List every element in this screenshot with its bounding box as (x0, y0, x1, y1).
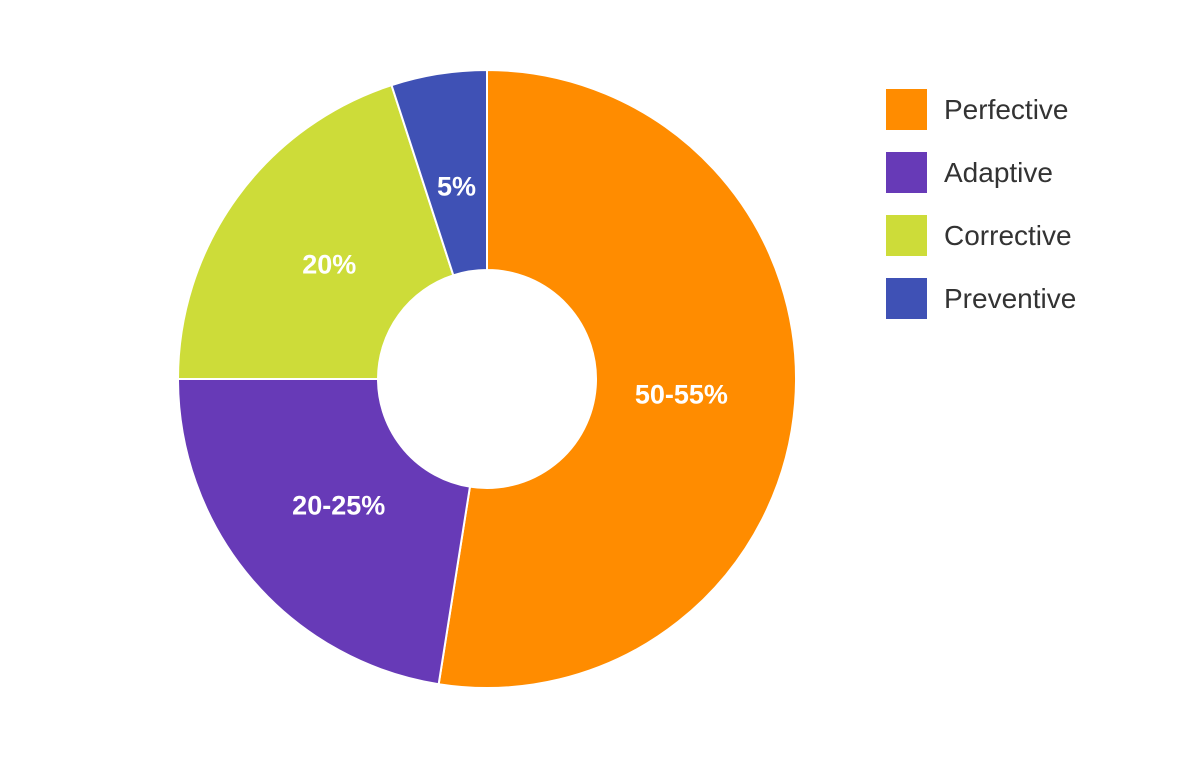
legend-item-perfective: Perfective (886, 89, 1076, 130)
slice-label-adaptive: 20-25% (292, 491, 385, 521)
legend-label-corrective: Corrective (944, 219, 1072, 251)
slice-label-corrective: 20% (302, 249, 356, 279)
legend-swatch-preventive (886, 278, 927, 319)
slice-perfective (437, 68, 797, 689)
legend-label-adaptive: Adaptive (944, 156, 1053, 188)
chart-legend: Perfective Adaptive Corrective Preventiv… (886, 89, 1076, 341)
legend-swatch-adaptive (886, 152, 927, 193)
slice-preventive (390, 68, 488, 277)
slice-label-preventive: 5% (437, 171, 476, 201)
legend-item-corrective: Corrective (886, 215, 1076, 256)
legend-label-preventive: Preventive (944, 282, 1077, 314)
slice-label-perfective: 50-55% (635, 379, 728, 409)
legend-swatch-perfective (886, 89, 927, 130)
slice-adaptive (176, 378, 472, 686)
legend-item-preventive: Preventive (886, 278, 1076, 319)
legend-item-adaptive: Adaptive (886, 152, 1076, 193)
legend-swatch-corrective (886, 215, 927, 256)
legend-label-perfective: Perfective (944, 93, 1069, 125)
slice-corrective (176, 83, 455, 380)
